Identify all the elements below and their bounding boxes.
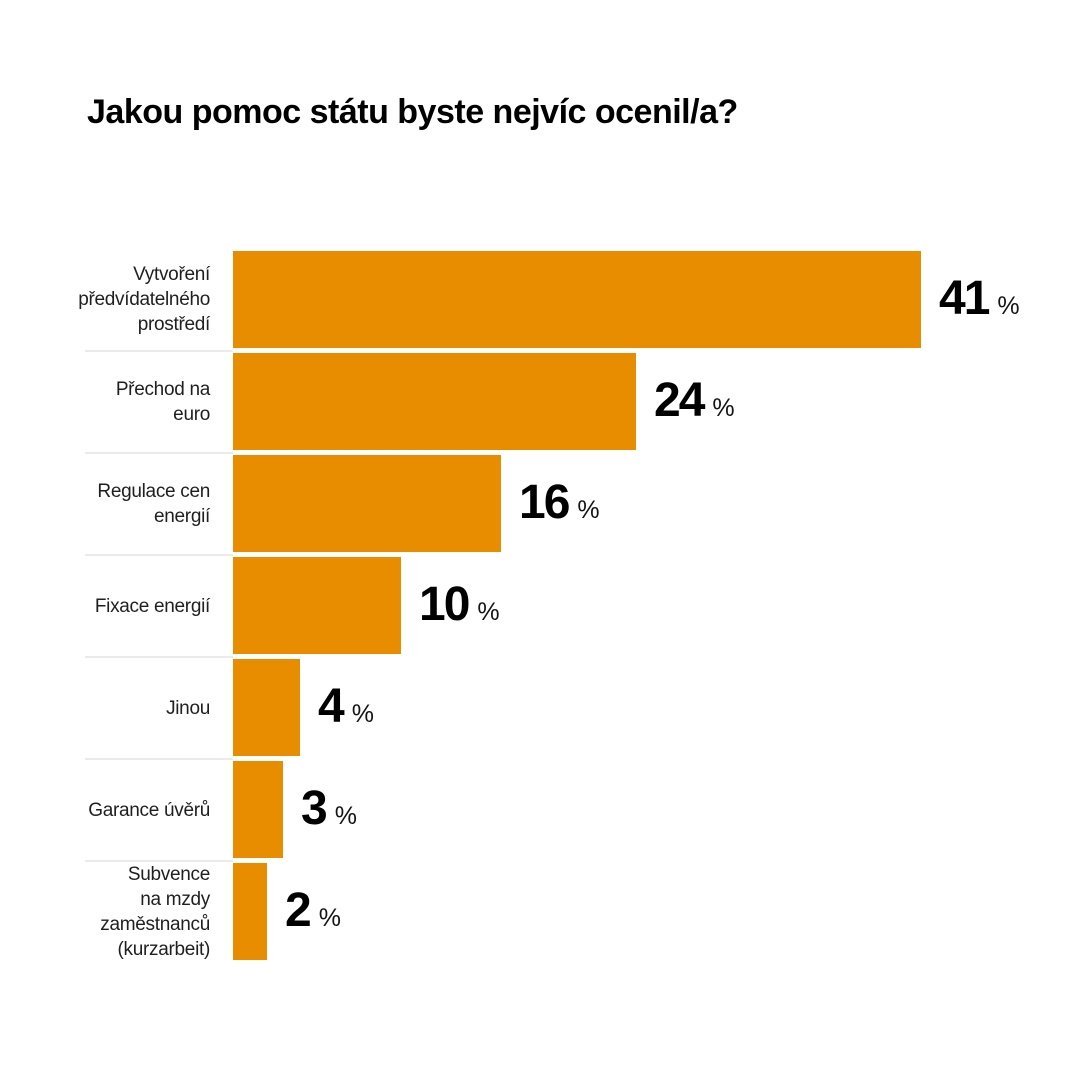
category-label-line: Garance úvěrů xyxy=(88,799,210,821)
value-number: 24 xyxy=(654,374,705,427)
category-label-line: Jinou xyxy=(166,697,210,719)
category-label-line: zaměstnanců xyxy=(100,914,210,935)
category-label-line: na mzdy xyxy=(140,889,210,910)
chart-row: Fixace energií 10 % xyxy=(85,554,1080,656)
value-label: 4 % xyxy=(318,683,374,731)
category-label: Subvence na mzdy zaměstnanců (kurzarbeit) xyxy=(85,860,233,962)
bar-cell: 16 % xyxy=(233,452,1080,554)
chart-title: Jakou pomoc státu byste nejvíc ocenil/a? xyxy=(87,93,738,131)
category-label: Regulace cen energií xyxy=(85,452,233,554)
percent-sign: % xyxy=(351,700,374,728)
value-number: 41 xyxy=(939,272,990,325)
bar-cell: 2 % xyxy=(233,860,1080,962)
category-label: Garance úvěrů xyxy=(85,758,233,860)
category-label-line: Subvence xyxy=(127,864,210,885)
category-label-line: prostředí xyxy=(137,313,211,335)
value-label: 16 % xyxy=(519,479,600,527)
category-label-line: Vytvoření xyxy=(133,263,210,285)
value-number: 16 xyxy=(519,476,570,529)
chart-row: Regulace cen energií 16 % xyxy=(85,452,1080,554)
chart-row: Vytvoření předvídatelného prostředí 41 % xyxy=(78,248,1080,350)
category-label: Jinou xyxy=(85,656,233,758)
percent-sign: % xyxy=(997,292,1020,320)
value-label: 41 % xyxy=(939,275,1020,323)
category-label-line: Přechod na xyxy=(115,379,210,400)
category-label-line: (kurzarbeit) xyxy=(117,939,211,960)
chart-row: Přechod na euro 24 % xyxy=(85,350,1080,452)
bar xyxy=(233,862,267,960)
category-label: Fixace energií xyxy=(85,554,233,656)
value-label: 10 % xyxy=(419,581,500,629)
value-number: 4 xyxy=(318,680,345,733)
value-label: 24 % xyxy=(654,377,735,425)
bar-cell: 10 % xyxy=(233,554,1080,656)
bar-cell: 4 % xyxy=(233,656,1080,758)
percent-sign: % xyxy=(318,904,341,932)
bar xyxy=(233,454,501,552)
chart-row: Garance úvěrů 3 % xyxy=(85,758,1080,860)
value-label: 2 % xyxy=(285,887,341,935)
bar-chart: Vytvoření předvídatelného prostředí 41 % P… xyxy=(78,248,1080,962)
bar-cell: 24 % xyxy=(233,350,1080,452)
category-label-line: euro xyxy=(173,404,210,425)
chart-row: Subvence na mzdy zaměstnanců (kurzarbeit) 2… xyxy=(85,860,1080,962)
bar xyxy=(233,352,636,450)
percent-sign: % xyxy=(334,802,357,830)
bar xyxy=(233,556,401,654)
percent-sign: % xyxy=(712,394,735,422)
bar xyxy=(233,760,283,858)
percent-sign: % xyxy=(477,598,500,626)
chart-row: Jinou 4 % xyxy=(85,656,1080,758)
bar-cell: 41 % xyxy=(233,248,1080,350)
category-label: Vytvoření předvídatelného prostředí xyxy=(78,248,233,350)
percent-sign: % xyxy=(577,496,600,524)
value-number: 10 xyxy=(419,578,470,631)
value-number: 2 xyxy=(285,884,312,937)
category-label-line: Fixace energií xyxy=(94,595,210,617)
value-number: 3 xyxy=(301,782,328,835)
bar-cell: 3 % xyxy=(233,758,1080,860)
bar xyxy=(233,250,921,348)
category-label: Přechod na euro xyxy=(85,350,233,452)
bar xyxy=(233,658,300,756)
category-label-line: energií xyxy=(154,506,210,527)
category-label-line: Regulace cen xyxy=(97,481,210,502)
category-label-line: předvídatelného xyxy=(78,288,210,310)
value-label: 3 % xyxy=(301,785,357,833)
